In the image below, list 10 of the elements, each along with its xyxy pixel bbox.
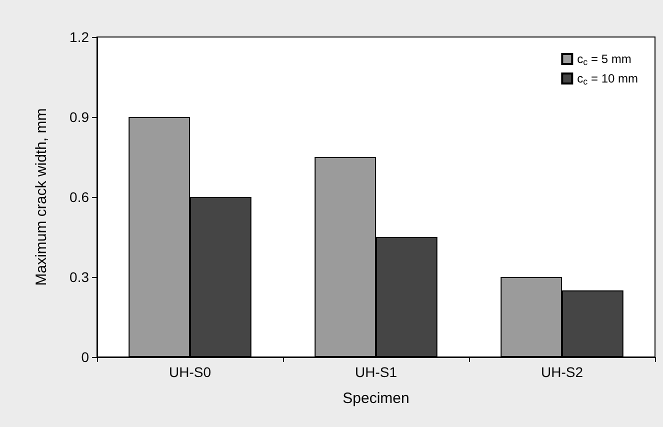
- y-tick-label: 0.6: [70, 189, 90, 205]
- y-tick-label: 0: [81, 349, 90, 365]
- y-tick-label: 0.9: [70, 109, 90, 125]
- x-axis-title: Specimen: [342, 390, 410, 407]
- y-tick-label: 1.2: [70, 29, 90, 45]
- x-tick-label: UH-S1: [354, 364, 398, 380]
- y-axis-title: Maximum crack width, mm: [33, 108, 50, 286]
- x-tick-label: UH-S0: [168, 364, 212, 380]
- y-tick-label: 0.3: [70, 269, 90, 285]
- x-tick-label: UH-S2: [540, 364, 584, 380]
